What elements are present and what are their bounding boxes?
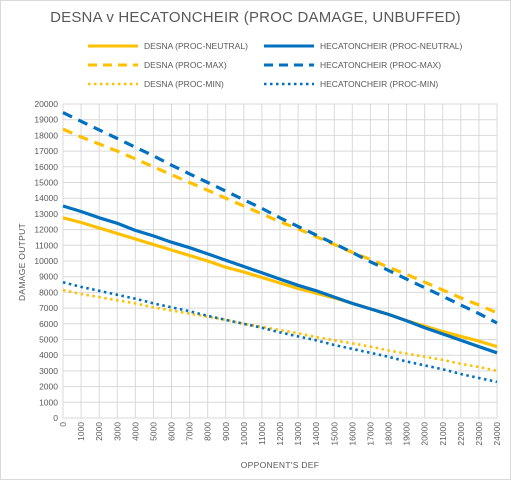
series-line-hecatoncheir-proc-neutral bbox=[62, 204, 498, 355]
x-tick-label: 17000 bbox=[365, 422, 375, 446]
y-tick-label: 18000 bbox=[34, 130, 58, 140]
y-tick-label: 10000 bbox=[34, 256, 58, 266]
y-tick-labels: 0 1000 2000 3000 4000 5000 6000 7000 8000 9000 100… bbox=[34, 99, 58, 423]
x-tick-labels: 0 1000 2000 3000 4000 5000 6000 7000 8000 9000 100… bbox=[58, 422, 502, 446]
x-tick-label: 8000 bbox=[203, 422, 213, 441]
legend-swatch bbox=[88, 44, 138, 48]
y-tick-label: 14000 bbox=[34, 193, 58, 203]
x-axis-title: OPPONENT'S DEF bbox=[241, 460, 320, 470]
series-line-hecatoncheir-proc-min bbox=[62, 280, 498, 384]
series-lines bbox=[62, 111, 498, 384]
legend-swatch bbox=[88, 63, 138, 67]
x-tick-label: 13000 bbox=[293, 422, 303, 446]
y-tick-label: 0 bbox=[53, 413, 58, 423]
x-tick-label: 11000 bbox=[257, 422, 267, 445]
legend-swatch bbox=[264, 63, 314, 67]
legend-label: HECATONCHEIR (PROC-NEUTRAL) bbox=[320, 41, 463, 51]
y-tick-label: 19000 bbox=[34, 115, 58, 125]
x-tick-label: 9000 bbox=[221, 422, 231, 441]
x-tick-label: 4000 bbox=[130, 422, 140, 441]
legend-label: HECATONCHEIR (PROC-MAX) bbox=[320, 60, 442, 70]
legend-swatch bbox=[264, 44, 314, 48]
y-tick-label: 11000 bbox=[35, 240, 58, 250]
y-tick-label: 9000 bbox=[39, 272, 58, 282]
gridlines bbox=[62, 103, 498, 419]
series-line-hecatoncheir-proc-max bbox=[62, 111, 498, 325]
legend-swatch bbox=[264, 82, 314, 86]
y-tick-label: 17000 bbox=[34, 146, 58, 156]
x-tick-label: 18000 bbox=[384, 422, 394, 446]
legend-label: DESNA (PROC-MAX) bbox=[144, 60, 227, 70]
y-tick-label: 5000 bbox=[39, 335, 58, 345]
y-tick-label: 12000 bbox=[34, 225, 58, 235]
y-tick-label: 2000 bbox=[39, 382, 58, 392]
legend-item-hecatoncheir-neutral: HECATONCHEIR (PROC-NEUTRAL) bbox=[262, 39, 462, 53]
legend-label: DESNA (PROC-MIN) bbox=[144, 79, 224, 89]
x-tick-label: 0 bbox=[58, 422, 68, 427]
x-tick-label: 14000 bbox=[311, 422, 321, 446]
legend-item-desna-min: DESNA (PROC-MIN) bbox=[86, 77, 224, 91]
x-tick-label: 16000 bbox=[347, 422, 357, 446]
plot-border bbox=[62, 103, 498, 419]
y-tick-label: 1000 bbox=[39, 397, 58, 407]
x-tick-label: 2000 bbox=[94, 422, 104, 441]
y-tick-label: 13000 bbox=[34, 209, 58, 219]
x-tick-label: 19000 bbox=[402, 422, 412, 446]
legend-item-desna-max: DESNA (PROC-MAX) bbox=[86, 58, 227, 72]
y-tick-label: 15000 bbox=[34, 178, 58, 188]
chart-title: DESNA v HECATONCHEIR (PROC DAMAGE, UNBUF… bbox=[50, 9, 461, 26]
y-tick-label: 16000 bbox=[34, 162, 58, 172]
x-tick-label: 21000 bbox=[438, 422, 448, 446]
y-tick-label: 8000 bbox=[39, 287, 58, 297]
x-tick-label: 7000 bbox=[185, 422, 195, 441]
x-tick-label: 12000 bbox=[275, 422, 285, 446]
x-tick-label: 20000 bbox=[420, 422, 430, 446]
x-tick-label: 23000 bbox=[474, 422, 484, 446]
y-tick-label: 6000 bbox=[39, 319, 58, 329]
x-tick-label: 24000 bbox=[492, 422, 502, 446]
series-line-desna-proc-min bbox=[62, 288, 498, 373]
x-tick-label: 15000 bbox=[329, 422, 339, 446]
y-tick-label: 7000 bbox=[39, 303, 58, 313]
x-tick-label: 5000 bbox=[148, 422, 158, 441]
x-tick-label: 10000 bbox=[239, 422, 249, 446]
x-tick-label: 22000 bbox=[456, 422, 466, 446]
legend-item-desna-neutral: DESNA (PROC-NEUTRAL) bbox=[86, 39, 248, 53]
legend-item-hecatoncheir-min: HECATONCHEIR (PROC-MIN) bbox=[262, 77, 438, 91]
x-tick-label: 6000 bbox=[167, 422, 177, 441]
legend-item-hecatoncheir-max: HECATONCHEIR (PROC-MAX) bbox=[262, 58, 441, 72]
x-tick-label: 3000 bbox=[112, 422, 122, 441]
y-tick-label: 3000 bbox=[39, 366, 58, 376]
series-line-desna-proc-max bbox=[62, 127, 498, 315]
y-axis-title: DAMAGE OUTPUT bbox=[17, 223, 27, 301]
legend-label: HECATONCHEIR (PROC-MIN) bbox=[320, 79, 439, 89]
y-tick-label: 20000 bbox=[34, 99, 58, 109]
y-tick-label: 4000 bbox=[39, 350, 58, 360]
legend-swatch bbox=[88, 82, 138, 86]
x-tick-label: 1000 bbox=[76, 422, 86, 441]
legend-label: DESNA (PROC-NEUTRAL) bbox=[144, 41, 248, 51]
